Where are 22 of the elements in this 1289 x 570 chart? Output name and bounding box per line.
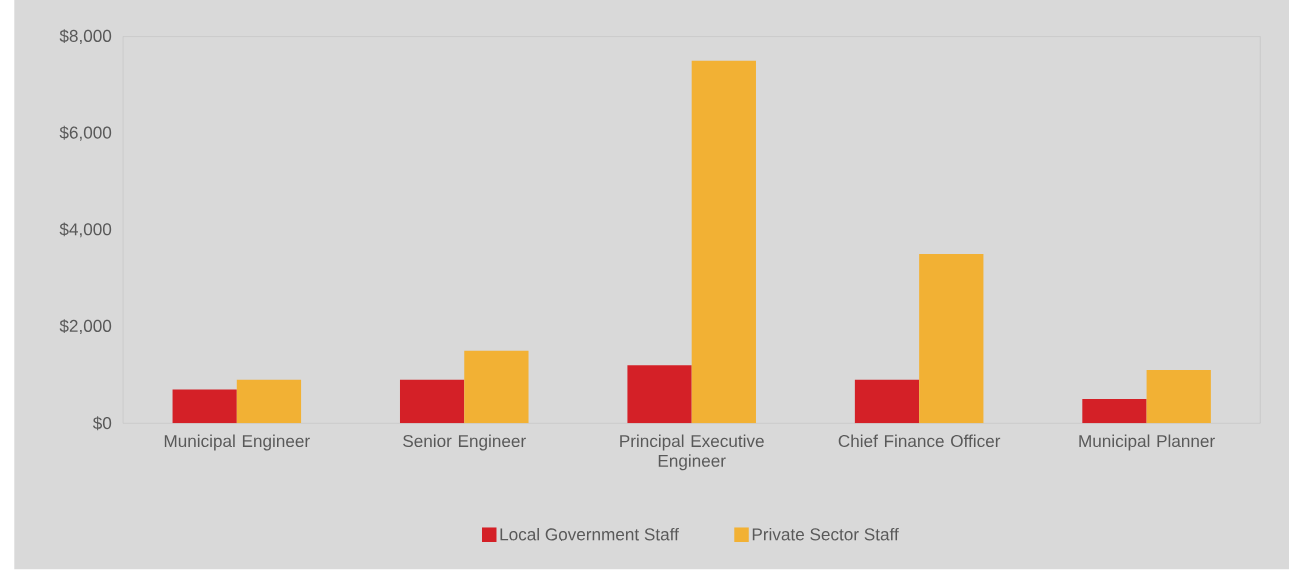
bar — [236, 379, 302, 424]
x-tick-label: Municipal Planner — [1079, 434, 1215, 451]
bar — [627, 365, 692, 424]
y-tick-label: $0 — [92, 416, 112, 431]
bar — [691, 60, 756, 424]
bar — [1146, 370, 1211, 424]
bar — [464, 350, 529, 424]
y-tick-label: $4,000 — [59, 222, 112, 238]
bar — [919, 254, 984, 424]
bar — [172, 389, 237, 424]
legend-label: Private Sector Staff — [752, 528, 899, 541]
y-tick-label: $6,000 — [59, 125, 112, 141]
x-tick-label: Municipal Engineer — [164, 434, 310, 451]
legend-label: Local Government Staff — [500, 528, 679, 541]
bar — [399, 379, 465, 424]
x-tick-label: Senior Engineer — [403, 434, 526, 451]
bar — [1082, 399, 1147, 424]
x-tick-label: Principal Executive Engineer — [620, 434, 764, 471]
bar — [854, 379, 920, 424]
y-tick-label: $2,000 — [59, 319, 112, 335]
x-tick-label: Chief Finance Officer — [838, 434, 1001, 448]
y-tick-label: $8,000 — [59, 29, 112, 45]
